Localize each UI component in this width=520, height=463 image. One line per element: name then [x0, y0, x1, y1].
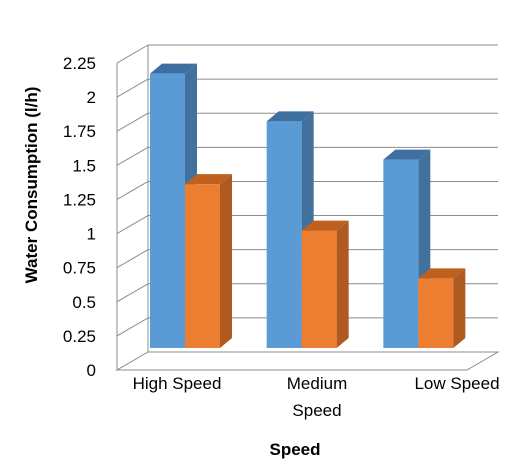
- x-axis-title: Speed: [269, 440, 320, 459]
- bar-top: [185, 174, 232, 185]
- gridline-side: [116, 78, 149, 98]
- bar-front: [383, 159, 419, 348]
- gridline-side: [116, 146, 149, 166]
- x-category-label: Medium: [287, 374, 347, 393]
- gridline-side: [116, 249, 149, 269]
- bars: [150, 63, 466, 349]
- bar-front: [150, 73, 185, 349]
- bar-front: [418, 278, 454, 348]
- y-tick-label: 2.25: [63, 54, 96, 73]
- y-tick-label: 0.75: [63, 259, 96, 278]
- bar-front: [185, 184, 220, 348]
- y-tick-label: 0: [87, 361, 96, 380]
- y-tick-labels: 0 0.25 0.5 0.75 1 1.25 1.5 1.75 2 2.25: [63, 54, 96, 380]
- y-tick-label: 0.5: [72, 293, 96, 312]
- bar-side: [220, 174, 232, 348]
- x-category-label: High Speed: [133, 374, 222, 393]
- gridline-side: [116, 283, 149, 303]
- y-axis-title: Water Consumption (l/h): [22, 87, 41, 284]
- gridline-side: [116, 317, 149, 337]
- y-tick-label: 1.5: [72, 156, 96, 175]
- bar-top: [266, 111, 314, 122]
- bar-top: [150, 63, 197, 74]
- y-tick-label: 1.25: [63, 190, 96, 209]
- y-tick-label: 1.75: [63, 122, 96, 141]
- bar-top: [383, 149, 431, 160]
- y-tick-label: 0.25: [63, 327, 96, 346]
- gridline-side: [116, 112, 149, 132]
- bar-front: [301, 230, 337, 348]
- x-category-label: Low Speed: [414, 374, 499, 393]
- y-tick-label: 2: [87, 88, 96, 107]
- bar-top: [301, 220, 349, 231]
- gridline-side: [116, 181, 149, 200]
- gridline-side: [116, 44, 149, 64]
- x-category-label: Speed: [292, 401, 341, 420]
- y-tick-label: 1: [87, 225, 96, 244]
- floor: [115, 351, 500, 371]
- bar-side: [336, 220, 349, 348]
- x-category-labels: High Speed Medium Speed Low Speed: [133, 374, 500, 420]
- bar-top: [418, 268, 466, 279]
- bar-side: [453, 268, 466, 348]
- gridline-side: [116, 215, 149, 234]
- bar-front: [266, 121, 302, 348]
